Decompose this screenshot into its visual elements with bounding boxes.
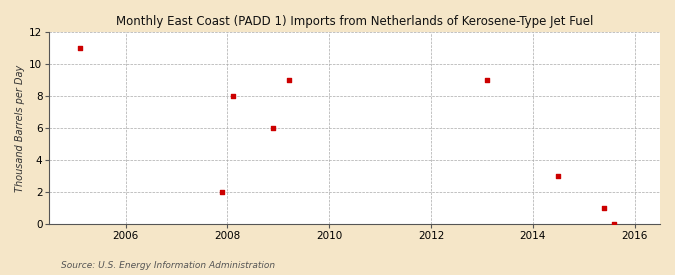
Text: Source: U.S. Energy Information Administration: Source: U.S. Energy Information Administ…	[61, 260, 275, 270]
Point	[227, 94, 238, 98]
Point	[283, 78, 294, 82]
Point	[74, 46, 85, 50]
Point	[481, 78, 492, 82]
Y-axis label: Thousand Barrels per Day: Thousand Barrels per Day	[15, 64, 25, 191]
Title: Monthly East Coast (PADD 1) Imports from Netherlands of Kerosene-Type Jet Fuel: Monthly East Coast (PADD 1) Imports from…	[116, 15, 593, 28]
Point	[217, 190, 227, 194]
Point	[609, 222, 620, 226]
Point	[268, 126, 279, 130]
Point	[599, 206, 610, 210]
Point	[553, 174, 564, 178]
